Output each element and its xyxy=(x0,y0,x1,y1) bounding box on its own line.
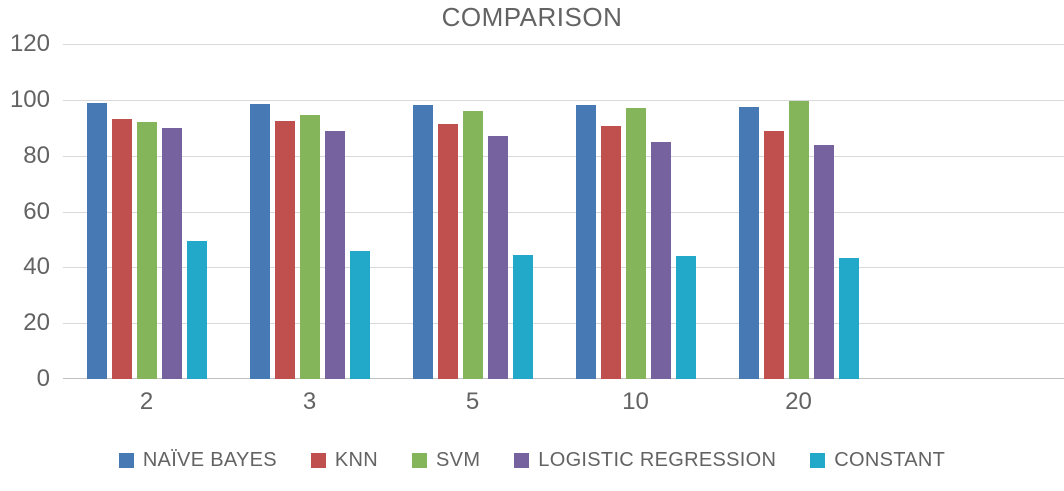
bar-knn-cat-3 xyxy=(274,120,295,379)
bar-na-ve-bayes-cat-10 xyxy=(575,105,596,379)
legend: NAÏVE BAYES KNN SVM LOGISTIC REGRESSION CONS… xyxy=(0,449,1064,472)
plot-area xyxy=(63,44,1064,379)
gridline-40 xyxy=(63,267,1064,269)
bar-knn-cat-20 xyxy=(763,130,784,379)
legend-marker-icon xyxy=(412,453,428,468)
y-tick-label-100: 100 xyxy=(9,85,50,113)
bar-svm-cat-20 xyxy=(788,101,809,379)
bar-constant-cat-20 xyxy=(838,257,859,379)
legend-label: SVM xyxy=(436,449,481,471)
bar-knn-cat-5 xyxy=(437,123,458,379)
gridline-80 xyxy=(63,155,1064,157)
legend-label: NAÏVE BAYES xyxy=(142,449,277,471)
y-tick-label-0: 0 xyxy=(36,365,50,392)
bar-group-20 xyxy=(738,44,859,379)
bar-group-3 xyxy=(249,44,370,379)
legend-label: LOGISTIC REGRESSION xyxy=(538,449,777,471)
gridline-0 xyxy=(63,378,1064,379)
bar-logistic-regression-cat-10 xyxy=(650,141,671,379)
x-tick-label-20: 20 xyxy=(785,388,812,415)
gridline-120 xyxy=(63,44,1064,45)
bar-svm-cat-3 xyxy=(299,115,320,379)
y-tick-label-20: 20 xyxy=(23,309,50,337)
bar-group-2 xyxy=(86,44,207,379)
legend-marker-icon xyxy=(310,453,326,468)
x-axis: 2 3 5 10 20 xyxy=(63,388,1064,422)
bar-svm-cat-10 xyxy=(625,108,646,379)
y-tick-label-40: 40 xyxy=(23,253,50,281)
bar-constant-cat-2 xyxy=(186,240,207,379)
bar-logistic-regression-cat-5 xyxy=(487,136,508,379)
legend-item-constant: CONSTANT xyxy=(810,449,945,472)
x-tick-label-10: 10 xyxy=(622,388,649,415)
y-tick-label-80: 80 xyxy=(23,141,50,169)
legend-item-na-ve-bayes: NAÏVE BAYES xyxy=(118,449,277,472)
y-tick-label-60: 60 xyxy=(23,197,50,225)
bar-knn-cat-10 xyxy=(600,126,621,379)
bar-constant-cat-5 xyxy=(512,254,533,379)
legend-item-knn: KNN xyxy=(310,449,379,472)
y-axis: 0 20 40 60 80 100 120 xyxy=(0,30,54,392)
gridline-20 xyxy=(63,323,1064,325)
bar-constant-cat-3 xyxy=(349,250,370,379)
bar-na-ve-bayes-cat-2 xyxy=(86,102,107,379)
gridline-100 xyxy=(63,99,1064,101)
legend-item-logistic-regression: LOGISTIC REGRESSION xyxy=(514,449,776,472)
bar-na-ve-bayes-cat-3 xyxy=(249,104,270,379)
x-tick-label-2: 2 xyxy=(139,388,154,415)
legend-item-svm: SVM xyxy=(412,449,480,472)
bar-group-10 xyxy=(575,44,696,379)
bar-na-ve-bayes-cat-5 xyxy=(412,105,433,379)
bar-svm-cat-5 xyxy=(462,111,483,379)
x-tick-label-5: 5 xyxy=(465,388,480,415)
bar-knn-cat-2 xyxy=(111,119,132,379)
bar-constant-cat-10 xyxy=(675,256,696,379)
x-tick-label-3: 3 xyxy=(302,388,317,415)
bar-logistic-regression-cat-20 xyxy=(813,144,834,379)
legend-marker-icon xyxy=(514,453,530,468)
bar-na-ve-bayes-cat-20 xyxy=(738,106,759,379)
chart-title: COMPARISON xyxy=(441,2,623,32)
legend-label: CONSTANT xyxy=(834,449,946,471)
bar-group-5 xyxy=(412,44,533,379)
y-tick-label-120: 120 xyxy=(9,30,50,57)
legend-marker-icon xyxy=(810,453,826,468)
legend-label: KNN xyxy=(334,449,379,471)
legend-marker-icon xyxy=(118,453,134,468)
bar-logistic-regression-cat-3 xyxy=(324,130,345,379)
bar-logistic-regression-cat-2 xyxy=(161,127,182,379)
gridline-60 xyxy=(63,211,1064,213)
bar-svm-cat-2 xyxy=(136,122,157,379)
